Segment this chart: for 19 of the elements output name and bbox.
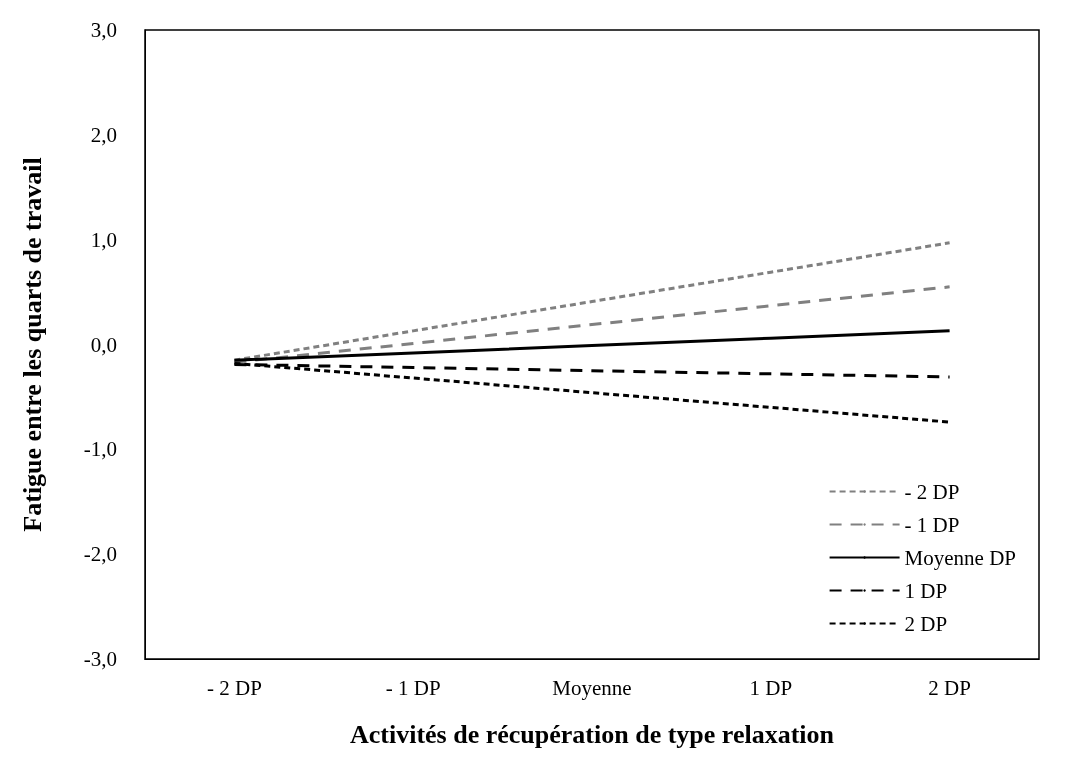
legend-label: 2 DP [904,611,948,636]
legend-label: Moyenne DP [904,545,1017,570]
y-tick-label: -1,0 [83,437,117,462]
y-tick-label: 1,0 [90,227,117,252]
x-tick-label: 2 DP [928,675,971,700]
legend-label: - 1 DP [904,512,960,537]
legend-label: 1 DP [904,578,948,603]
y-axis-title: Fatigue entre les quarts de travail [17,157,47,532]
y-tick-label: 3,0 [90,18,117,42]
legend-label: - 2 DP [904,479,960,504]
x-axis-title: Activités de récupération de type relaxation [349,719,835,749]
x-tick-label: - 1 DP [385,675,441,700]
y-tick-label: -2,0 [83,542,117,567]
y-tick-label: -3,0 [83,647,117,671]
x-tick-label: - 2 DP [206,675,262,700]
x-tick-label: Moyenne [552,675,632,700]
y-tick-label: 0,0 [90,332,117,357]
y-tick-label: 2,0 [90,122,117,147]
x-tick-label: 1 DP [749,675,793,700]
